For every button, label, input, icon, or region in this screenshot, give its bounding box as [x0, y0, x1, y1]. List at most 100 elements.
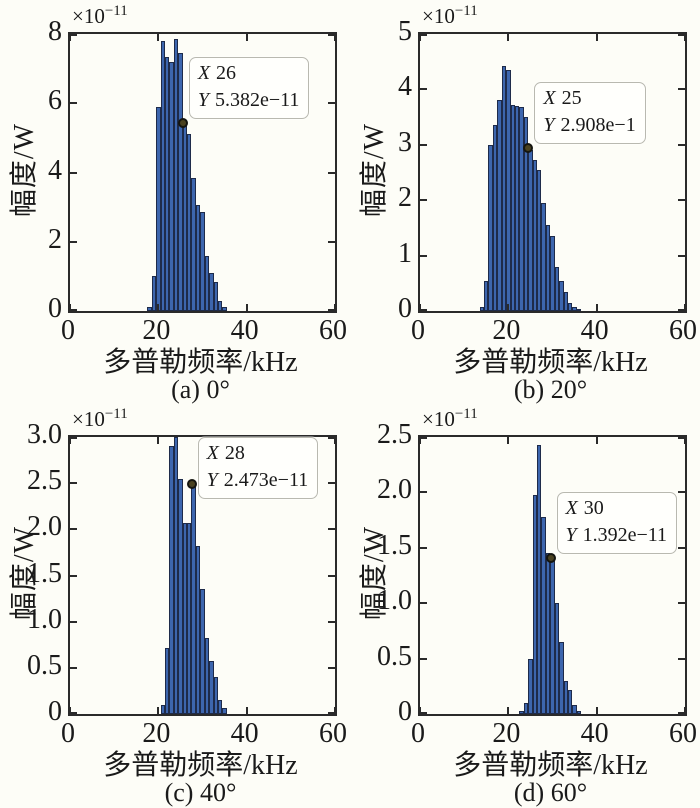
histogram-bar	[545, 225, 551, 311]
histogram-bar	[514, 106, 520, 311]
y-tick-label: 0	[398, 696, 412, 727]
x-tick-label: 20	[142, 718, 171, 749]
x-tick-mark	[420, 707, 421, 714]
histogram-bar	[164, 647, 170, 714]
x-tick-label: 0	[411, 718, 425, 749]
x-tick-mark	[420, 437, 421, 444]
histogram-bar	[541, 516, 546, 714]
y-tick-mark	[420, 491, 427, 494]
y-tick-mark	[328, 102, 335, 105]
x-axis-label: 多普勒频率/kHz	[453, 750, 648, 781]
y-tick-label: 0.5	[27, 649, 62, 681]
x-tick-mark	[334, 34, 335, 41]
y-axis-scale-label: ×10−11	[422, 406, 478, 431]
histogram-bar	[559, 280, 564, 311]
datatip-x-var: X	[206, 442, 219, 464]
datatip-y-line: Y 2.908e−1	[543, 113, 636, 136]
histogram-bar	[178, 478, 183, 714]
histogram-bar	[182, 522, 188, 714]
x-tick-label: 60	[319, 315, 347, 346]
x-tick-mark	[507, 304, 510, 311]
y-tick-label: 2.5	[27, 465, 62, 497]
histogram-bar	[147, 306, 152, 311]
y-tick-mark	[678, 199, 685, 202]
y-tick-mark	[420, 309, 427, 311]
axes-box	[418, 32, 687, 313]
y-tick-mark	[70, 240, 77, 243]
y-tick-mark	[70, 712, 77, 714]
y-tick-mark	[328, 482, 335, 485]
datatip-x-line: X 28	[206, 442, 245, 464]
histogram-bar	[484, 280, 489, 311]
y-tick-mark	[678, 88, 685, 91]
y-tick-mark	[678, 491, 685, 494]
x-tick-mark	[595, 437, 598, 444]
datatip-y-var: Y	[206, 469, 218, 491]
histogram-bar	[209, 272, 214, 311]
scale-exponent: −11	[454, 406, 478, 422]
y-tick-label: 3	[398, 126, 412, 158]
x-tick-mark	[334, 707, 335, 714]
y-tick-mark	[328, 309, 335, 311]
histogram-bar	[160, 704, 165, 714]
y-tick-mark	[678, 254, 685, 257]
y-tick-label: 1.0	[377, 585, 412, 617]
histogram-bar	[195, 545, 201, 714]
y-tick-mark	[70, 482, 77, 485]
y-tick-label: 1.5	[27, 557, 62, 589]
x-tick-mark	[157, 304, 160, 311]
y-tick-label: 4	[398, 71, 412, 103]
subplot-caption: (a) 0°	[171, 375, 230, 404]
y-tick-mark	[328, 240, 335, 243]
histogram-bar	[576, 710, 582, 714]
y-tick-mark	[420, 143, 427, 146]
y-tick-mark	[328, 574, 335, 577]
y-tick-label: 0	[48, 696, 62, 727]
histogram-bar	[501, 66, 507, 311]
y-tick-label: 1	[398, 237, 412, 269]
y-tick-mark	[420, 546, 427, 549]
scale-exponent: −11	[454, 3, 478, 19]
y-tick-mark	[70, 102, 77, 105]
x-tick-mark	[157, 707, 160, 714]
datatip-marker	[186, 478, 197, 489]
x-tick-label: 0	[411, 315, 425, 346]
y-tick-label: 2.0	[377, 474, 412, 506]
y-tick-mark	[678, 712, 685, 714]
x-tick-label: 40	[580, 315, 609, 346]
y-tick-mark	[70, 666, 77, 669]
y-tick-label: 2.0	[27, 511, 62, 543]
histogram-bar	[209, 661, 214, 714]
histogram-bar	[213, 281, 218, 311]
histogram-bar	[217, 300, 223, 311]
subplot-caption: (c) 40°	[164, 778, 237, 807]
x-tick-label: 60	[319, 718, 347, 749]
axes-box	[68, 32, 337, 313]
histogram-bar	[567, 302, 573, 311]
x-tick-mark	[70, 304, 71, 311]
histogram-bar	[519, 107, 524, 311]
datatip-y-line: Y 5.382e−11	[197, 88, 300, 111]
x-axis-label: 多普勒频率/kHz	[453, 347, 648, 378]
x-tick-mark	[507, 707, 510, 714]
x-tick-mark	[684, 437, 685, 444]
x-tick-label: 60	[669, 718, 697, 749]
y-tick-mark	[328, 437, 335, 439]
histogram-bar	[200, 589, 205, 714]
histogram-bar	[563, 680, 568, 714]
datatip-y-line: Y 2.473e−11	[206, 469, 309, 491]
y-tick-mark	[70, 171, 77, 174]
histogram-bar	[204, 638, 210, 714]
y-tick-mark	[420, 712, 427, 714]
histogram-bar	[195, 205, 201, 311]
y-tick-label: 4	[48, 154, 62, 186]
histogram-bar	[173, 39, 179, 311]
histogram-bar	[572, 705, 577, 714]
y-tick-label: 1.5	[377, 529, 412, 561]
histogram-bar	[187, 134, 192, 311]
histogram-bar	[550, 236, 555, 311]
y-tick-mark	[678, 546, 685, 549]
x-tick-label: 40	[230, 718, 259, 749]
y-tick-label: 0.5	[377, 640, 412, 672]
histogram-bar	[492, 125, 498, 311]
